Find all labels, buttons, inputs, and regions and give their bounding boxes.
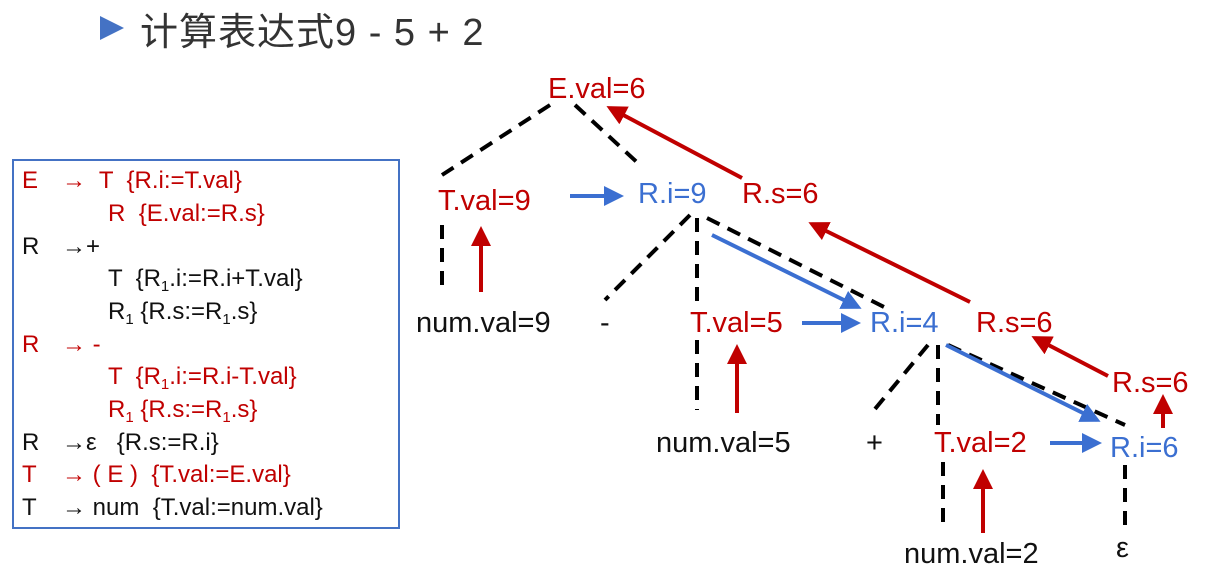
node-T3-val: T.val=2	[934, 427, 1027, 459]
edge-E-T	[440, 103, 552, 177]
grammar-line-6: R → -	[22, 331, 101, 358]
synthesized-arrows	[471, 106, 1173, 533]
grammar-line-10: T → ( E ) {T.val:=E.val}	[22, 461, 291, 488]
inherited-arrows	[570, 186, 1102, 453]
node-R1-i: R.i=9	[638, 178, 707, 210]
grammar-line-7: T {R1.i:=R.i-T.val}	[108, 363, 297, 393]
edge-R-R2	[706, 216, 891, 312]
node-num3: num.val=2	[904, 538, 1039, 569]
node-T1-val: T.val=9	[438, 185, 531, 217]
grammar-line-5: R1 {R.s:=R1.s}	[108, 298, 258, 328]
grammar-line-8: R1 {R.s:=R1.s}	[108, 396, 258, 426]
node-E-val: E.val=6	[548, 73, 646, 105]
node-plus: +	[866, 427, 883, 459]
arrow-Rs-to-E	[606, 106, 743, 180]
node-T2-val: T.val=5	[690, 307, 783, 339]
arrow-R3s-to-R2s	[1031, 336, 1109, 378]
arrow-R1i-to-R2i	[711, 233, 862, 309]
grammar-line-3: R →+	[22, 233, 101, 260]
edge-E-R	[573, 103, 642, 167]
node-R3-i: R.i=6	[1110, 432, 1179, 464]
node-R2-i: R.i=4	[870, 307, 939, 339]
node-minus: -	[600, 307, 610, 339]
node-R2-s: R.s=6	[976, 307, 1053, 339]
grammar-line-11: T → num {T.val:=num.val}	[22, 494, 323, 521]
grammar-line-2: R {E.val:=R.s}	[108, 200, 265, 227]
grammar-box: E → T {R.i:=T.val} R {E.val:=R.s} R →+ T {…	[12, 159, 400, 529]
slide-title: 计算表达式9 - 5 + 2	[100, 6, 484, 54]
arrow-R2s-to-R1s	[808, 222, 971, 304]
node-R3-s: R.s=6	[1112, 367, 1189, 399]
arrow-R2i-to-R3i	[945, 343, 1101, 422]
edge-R-minus	[603, 213, 692, 302]
node-epsilon: ε	[1116, 532, 1129, 564]
node-num2: num.val=5	[656, 427, 791, 459]
grammar-line-1: E → T {R.i:=T.val}	[22, 167, 242, 194]
triangle-bullet-icon	[100, 16, 124, 40]
edge-R2-plus	[868, 343, 930, 417]
node-num1: num.val=9	[416, 307, 551, 339]
grammar-line-4: T {R1.i:=R.i+T.val}	[108, 265, 303, 295]
node-R1-s: R.s=6	[742, 178, 819, 210]
grammar-line-9: R →ε {R.s:=R.i}	[22, 429, 219, 456]
title-text: 计算表达式9 - 5 + 2	[140, 11, 485, 54]
